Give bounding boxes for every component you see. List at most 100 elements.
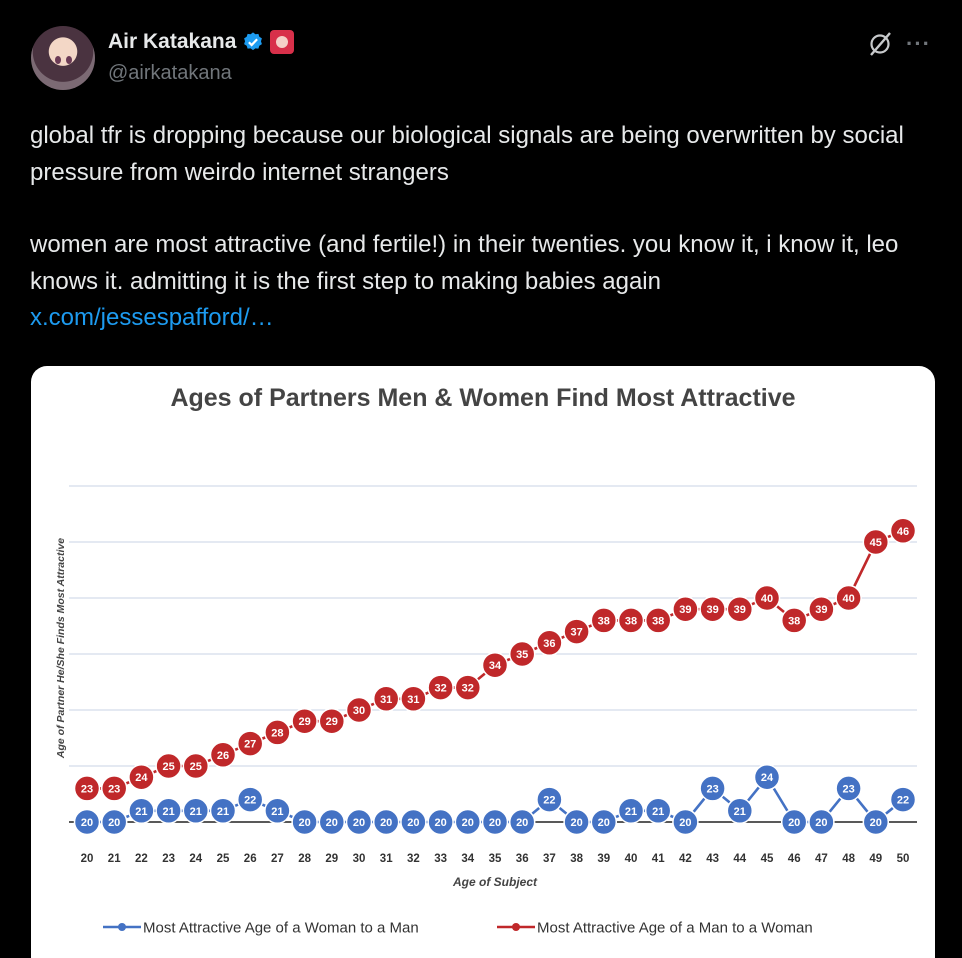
data-point	[699, 595, 726, 623]
author-display-name[interactable]: Air Katakana	[108, 30, 237, 53]
data-point	[400, 808, 427, 836]
data-label: 21	[217, 806, 229, 818]
grok-icon[interactable]	[866, 30, 894, 58]
x-axis-label: Age of Subject	[452, 875, 538, 889]
data-point	[128, 797, 155, 825]
x-tick-label: 46	[788, 853, 801, 865]
data-point	[536, 786, 563, 813]
data-label: 20	[407, 817, 419, 829]
data-point	[400, 685, 427, 713]
tweet-text: global tfr is dropping because our biolo…	[30, 118, 945, 337]
data-point	[481, 651, 509, 679]
data-label: 34	[489, 660, 502, 672]
data-point	[889, 786, 917, 813]
data-point	[264, 797, 291, 825]
data-point	[672, 595, 699, 623]
data-point	[318, 707, 346, 735]
data-label: 21	[162, 806, 174, 818]
x-tick-label: 33	[434, 853, 447, 865]
data-label: 23	[81, 783, 93, 795]
x-tick-label: 43	[706, 853, 719, 865]
data-point	[644, 797, 672, 825]
data-label: 39	[815, 604, 827, 616]
data-point	[672, 808, 699, 836]
data-point	[264, 719, 291, 746]
data-label: 30	[353, 705, 365, 717]
x-tick-label: 50	[897, 853, 910, 865]
data-label: 28	[271, 727, 283, 739]
x-tick-label: 37	[543, 853, 556, 865]
data-point	[808, 808, 835, 836]
data-label: 37	[570, 627, 582, 639]
data-label: 20	[462, 817, 474, 829]
data-label: 20	[298, 817, 310, 829]
tweet-paragraph: women are most attractive (and fertile!)…	[30, 227, 945, 337]
x-tick-label: 41	[652, 853, 665, 865]
data-point	[889, 517, 917, 545]
data-point	[236, 730, 264, 757]
data-point	[128, 763, 155, 791]
data-label: 38	[788, 615, 800, 627]
x-tick-label: 36	[516, 853, 529, 865]
data-point	[155, 797, 182, 825]
data-point	[182, 752, 210, 780]
data-label: 46	[897, 526, 909, 538]
x-tick-label: 28	[298, 853, 311, 865]
data-point	[862, 528, 890, 556]
legend-label: Most Attractive Age of a Woman to a Man	[143, 920, 419, 937]
data-point	[617, 607, 645, 634]
data-point	[182, 797, 210, 825]
data-label: 38	[625, 615, 637, 627]
data-point	[291, 808, 318, 836]
data-point	[726, 797, 754, 825]
x-tick-label: 45	[761, 853, 774, 865]
data-point	[100, 808, 128, 836]
data-point	[100, 775, 128, 802]
legend-swatch-marker	[512, 923, 520, 931]
author-handle[interactable]: @airkatakana	[108, 62, 232, 84]
data-label: 20	[516, 817, 528, 829]
x-tick-label: 32	[407, 853, 420, 865]
x-tick-label: 39	[597, 853, 610, 865]
data-point	[808, 595, 835, 623]
data-label: 31	[380, 694, 392, 706]
chart-image[interactable]: Ages of Partners Men & Women Find Most A…	[31, 366, 935, 958]
data-point	[726, 595, 754, 623]
avatar-eye	[55, 56, 61, 64]
data-point	[372, 685, 400, 713]
tweet-paragraph-text: women are most attractive (and fertile!)…	[30, 231, 899, 295]
data-point	[835, 775, 862, 802]
data-label: 22	[897, 795, 909, 807]
avatar[interactable]	[31, 26, 95, 90]
data-label: 20	[434, 817, 446, 829]
data-label: 20	[108, 817, 120, 829]
data-label: 20	[489, 817, 501, 829]
data-label: 39	[734, 604, 746, 616]
tweet-link[interactable]: x.com/jessespafford/…	[30, 304, 274, 331]
data-label: 23	[108, 783, 120, 795]
data-label: 35	[516, 649, 528, 661]
x-tick-label: 40	[625, 853, 638, 865]
data-label: 38	[598, 615, 610, 627]
data-point	[617, 797, 645, 825]
x-tick-label: 34	[461, 853, 474, 865]
y-axis-label: Age of Partner He/She Finds Most Attract…	[55, 538, 67, 759]
author-name-row: Air Katakana	[108, 30, 295, 54]
x-tick-label: 31	[380, 853, 393, 865]
data-label: 25	[162, 761, 174, 773]
tweet-paragraph: global tfr is dropping because our biolo…	[30, 122, 904, 186]
data-label: 45	[870, 537, 882, 549]
x-tick-label: 20	[81, 853, 94, 865]
data-point	[780, 808, 808, 836]
data-label: 21	[271, 806, 283, 818]
data-point	[590, 607, 618, 634]
data-point	[753, 763, 781, 791]
data-label: 32	[434, 683, 446, 695]
data-point	[753, 584, 781, 612]
x-tick-label: 21	[108, 853, 121, 865]
more-options-icon[interactable]: ···	[906, 31, 931, 56]
x-tick-label: 38	[570, 853, 583, 865]
data-label: 24	[135, 772, 148, 784]
x-tick-label: 35	[489, 853, 502, 865]
data-label: 20	[326, 817, 338, 829]
